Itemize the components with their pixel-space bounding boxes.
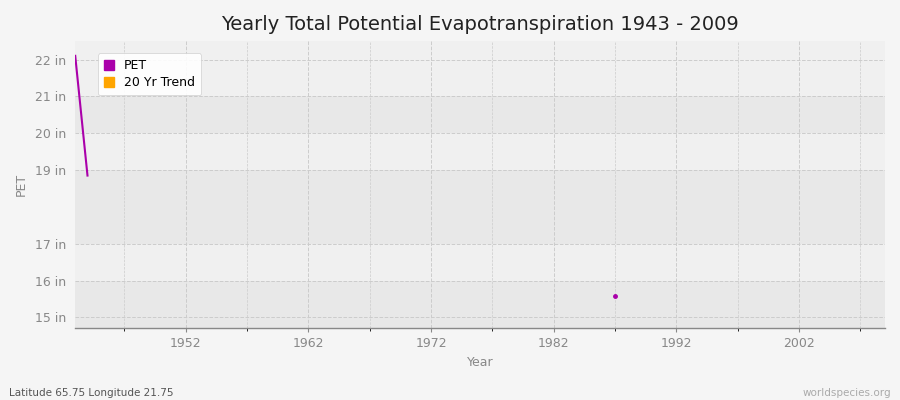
Y-axis label: PET: PET <box>15 173 28 196</box>
Bar <box>76 41 885 60</box>
Bar <box>76 170 885 244</box>
Text: worldspecies.org: worldspecies.org <box>803 388 891 398</box>
Bar <box>76 317 885 328</box>
Bar <box>76 60 885 96</box>
Bar <box>76 133 885 170</box>
Bar <box>76 244 885 280</box>
Bar <box>76 280 885 317</box>
Text: Latitude 65.75 Longitude 21.75: Latitude 65.75 Longitude 21.75 <box>9 388 174 398</box>
Bar <box>76 96 885 133</box>
X-axis label: Year: Year <box>467 356 493 369</box>
Title: Yearly Total Potential Evapotranspiration 1943 - 2009: Yearly Total Potential Evapotranspiratio… <box>221 15 739 34</box>
Legend: PET, 20 Yr Trend: PET, 20 Yr Trend <box>98 53 202 95</box>
